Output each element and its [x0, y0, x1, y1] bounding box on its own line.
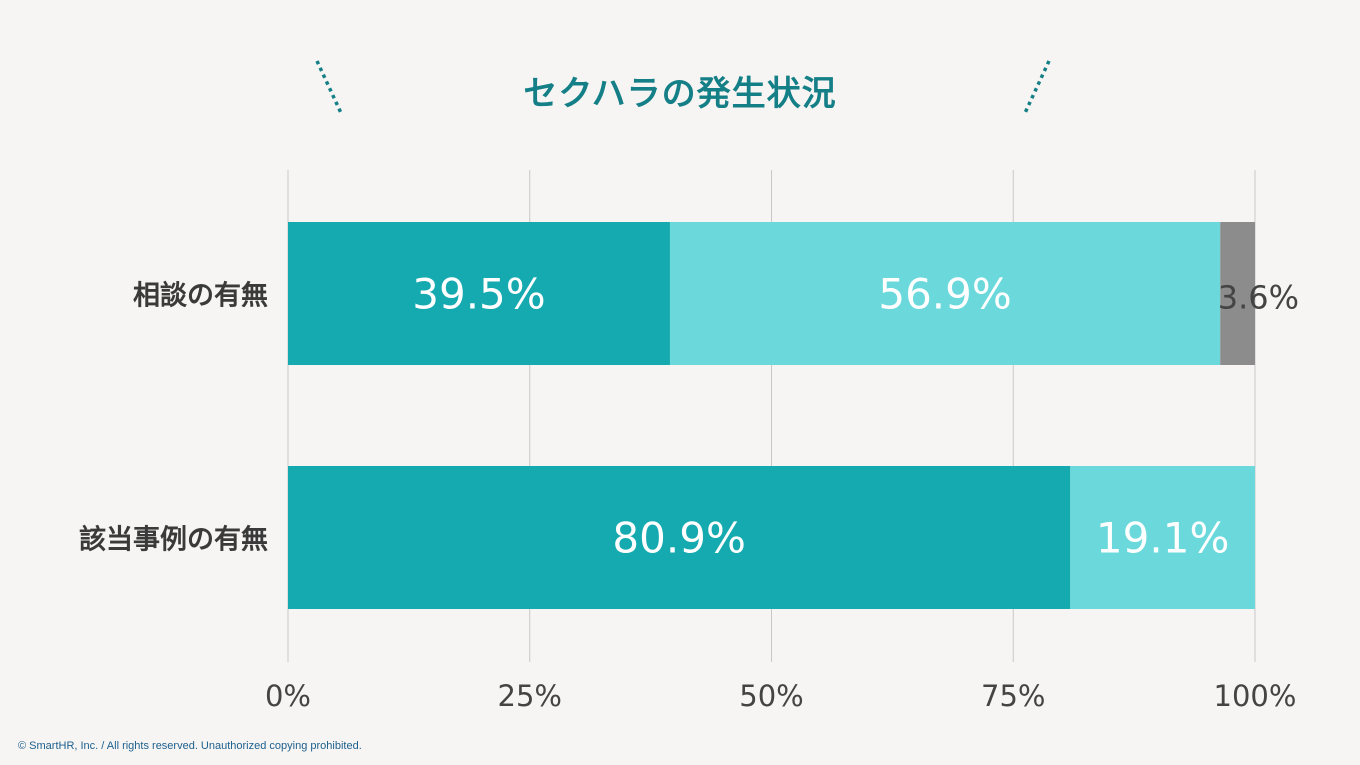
bar-segment: [288, 466, 1071, 609]
bar-segment: [1070, 466, 1255, 609]
left-dotted-accent-icon: [315, 60, 343, 114]
bar-labels: 39.5% 56.9% 3.6% 80.9% 19.1%: [412, 270, 1299, 563]
copyright-footer: © SmartHR, Inc. / All rights reserved. U…: [18, 740, 362, 752]
x-axis-ticks: 0% 25% 50% 75% 100%: [265, 679, 1296, 713]
category-label: 該当事例の有無: [79, 524, 268, 556]
bars: [288, 222, 1255, 609]
right-dotted-accent-icon: [1023, 60, 1051, 114]
x-tick-label: 100%: [1214, 679, 1297, 713]
chart-title: セクハラの発生状況: [523, 74, 837, 114]
bar-segment: [1220, 222, 1255, 365]
bar-value-label: 3.6%: [1218, 279, 1299, 317]
bar-segment: [669, 222, 1221, 365]
bar-value-label: 39.5%: [412, 270, 545, 319]
category-label: 相談の有無: [133, 280, 268, 312]
x-tick-label: 50%: [739, 679, 803, 713]
x-tick-label: 0%: [265, 679, 311, 713]
x-tick-label: 25%: [498, 679, 562, 713]
bar-value-label: 80.9%: [612, 514, 745, 563]
x-tick-label: 75%: [981, 679, 1045, 713]
bar-segment: [288, 222, 670, 365]
bar-value-label: 56.9%: [878, 270, 1011, 319]
bar-value-label: 19.1%: [1096, 514, 1229, 563]
